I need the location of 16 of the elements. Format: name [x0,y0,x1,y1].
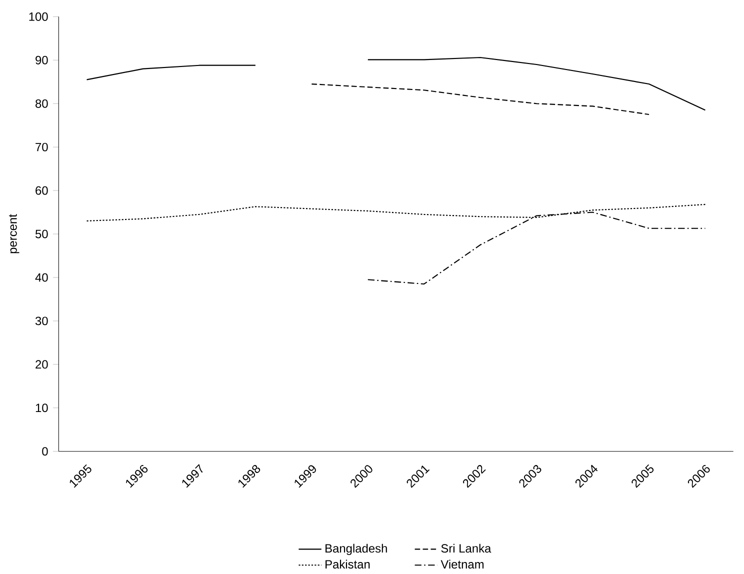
legend-label: Bangladesh [326,544,387,555]
y-tick-label: 40 [35,273,48,282]
y-tick-label: 10 [36,404,48,412]
legend-label: Pakistan [326,560,370,569]
y-tick-label: 50 [35,230,48,238]
legend-label: Vietnam [440,560,484,569]
y-tick-label: 70 [36,142,48,152]
y-tick-label: 30 [35,316,48,326]
y-axis-title: percent [9,214,20,254]
y-tick-label: 80 [36,99,48,108]
y-tick-label: 20 [36,360,48,369]
y-tick-label: 60 [36,186,48,195]
y-tick-label: 90 [36,56,48,64]
legend-label: Sri Lanka [441,544,492,553]
y-tick-label: 100 [29,12,48,21]
y-tick-label: 0 [42,447,48,456]
